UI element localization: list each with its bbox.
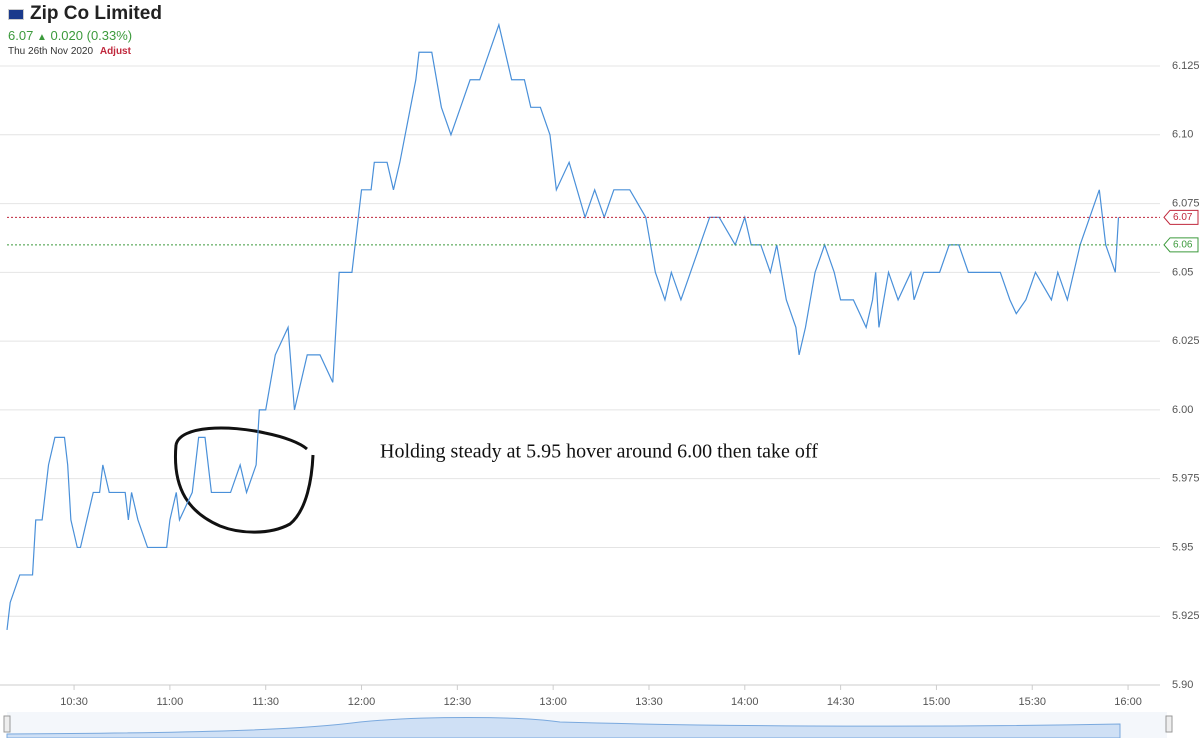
x-tick-label: 13:00 (539, 696, 567, 708)
y-tick-label: 5.925 (1172, 610, 1200, 622)
price-line (6, 22, 1120, 631)
navigator-handle[interactable] (1165, 715, 1173, 733)
y-tick-label: 6.10 (1172, 129, 1193, 141)
annotation: Holding steady at 5.95 hover around 6.00… (380, 441, 818, 463)
price-tag (1163, 209, 1199, 225)
x-tick-label: 14:00 (731, 696, 759, 708)
date-row: Thu 26th Nov 2020 Adjust (8, 46, 162, 57)
hand-drawn-circle (173, 426, 315, 534)
grid (0, 65, 1160, 686)
y-tick-label: 5.90 (1172, 679, 1193, 691)
date: Thu 26th Nov 2020 (8, 46, 94, 57)
x-tick-label: 14:30 (827, 696, 855, 708)
x-tick-label: 16:00 (1114, 696, 1142, 708)
x-tick-label: 15:30 (1018, 696, 1046, 708)
y-tick-label: 6.125 (1172, 60, 1200, 72)
navigator-handle[interactable] (3, 715, 11, 733)
up-arrow: ▲ (36, 32, 47, 43)
price: 6.07 (8, 28, 34, 43)
flag-icon (8, 8, 24, 20)
y-tick-label: 5.975 (1172, 473, 1200, 485)
x-tick-label: 15:00 (923, 696, 951, 708)
adjust-button[interactable]: Adjust (99, 46, 131, 57)
price-tag-label: 6.06 (1173, 239, 1193, 250)
y-tick-label: 6.075 (1172, 197, 1200, 209)
y-tick-label: 5.95 (1172, 541, 1193, 553)
navigator-area (6, 717, 1121, 738)
x-tick-label: 11:30 (252, 696, 279, 708)
title: Zip Co Limited (30, 3, 162, 24)
title-row: Zip Co Limited (8, 3, 162, 25)
x-tick-label: 11:00 (157, 696, 184, 708)
header: Zip Co Limited 6.07 ▲ 0.020 (0.33%) Thu … (8, 3, 162, 57)
price-tag-label: 6.07 (1173, 212, 1193, 223)
x-tick-label: 12:30 (444, 696, 472, 708)
change: 0.020 (0.33%) (50, 28, 133, 43)
x-tick-label: 10:30 (60, 696, 88, 708)
x-tick-label: 12:00 (348, 696, 376, 708)
y-tick-label: 6.025 (1172, 335, 1200, 347)
quote-row: 6.07 ▲ 0.020 (0.33%) (8, 28, 162, 43)
y-tick-label: 6.00 (1172, 404, 1193, 416)
price-tag (1163, 237, 1199, 253)
x-tick-label: 13:30 (635, 696, 663, 708)
y-tick-label: 6.05 (1172, 266, 1193, 278)
